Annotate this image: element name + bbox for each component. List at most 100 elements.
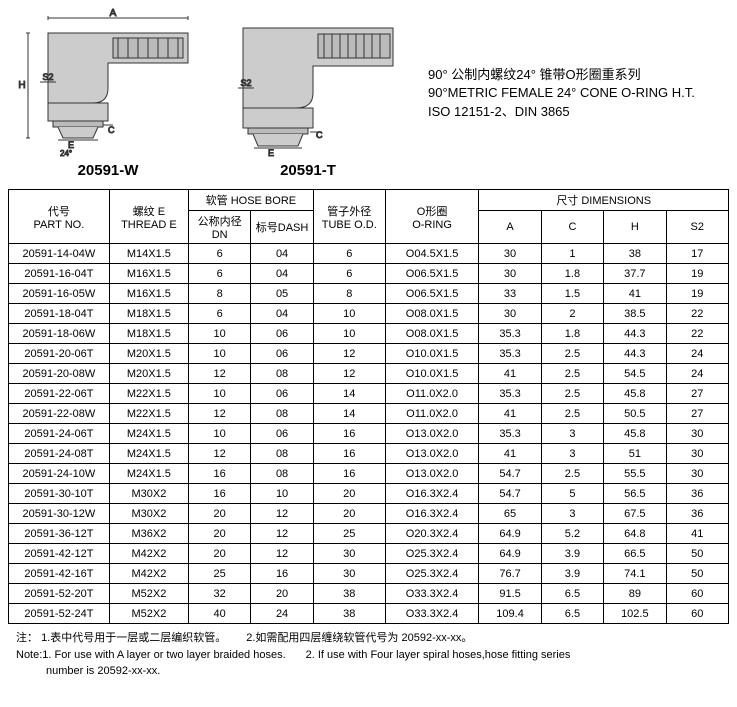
table-cell: 38 xyxy=(313,584,385,604)
table-cell: 20591-42-12T xyxy=(9,544,110,564)
table-cell: M24X1.5 xyxy=(109,424,188,444)
header-s2: S2 xyxy=(666,211,728,244)
table-cell: 16 xyxy=(251,564,313,584)
table-cell: 66.5 xyxy=(604,544,666,564)
table-cell: 12 xyxy=(188,444,250,464)
table-cell: 2.5 xyxy=(541,364,603,384)
table-cell: M20X1.5 xyxy=(109,364,188,384)
table-row: 20591-24-06TM24X1.5100616O13.0X2.035.334… xyxy=(9,424,729,444)
table-cell: 10 xyxy=(313,324,385,344)
table-cell: 41 xyxy=(479,364,541,384)
table-row: 20591-22-06TM22X1.5100614O11.0X2.035.32.… xyxy=(9,384,729,404)
table-cell: 20591-52-24T xyxy=(9,604,110,624)
table-row: 20591-22-08WM22X1.5120814O11.0X2.0412.55… xyxy=(9,404,729,424)
table-cell: 8 xyxy=(188,284,250,304)
table-cell: 19 xyxy=(666,264,728,284)
table-body: 20591-14-04WM14X1.56046O04.5X1.53013817 2… xyxy=(9,244,729,624)
table-cell: M18X1.5 xyxy=(109,304,188,324)
table-cell: 17 xyxy=(666,244,728,264)
svg-text:A: A xyxy=(110,8,117,19)
table-cell: O04.5X1.5 xyxy=(385,244,479,264)
table-row: 20591-36-12TM36X2201225O20.3X2.464.95.26… xyxy=(9,524,729,544)
table-cell: O13.0X2.0 xyxy=(385,444,479,464)
table-cell: 30 xyxy=(666,464,728,484)
table-row: 20591-30-12WM30X2201220O16.3X2.465367.53… xyxy=(9,504,729,524)
table-cell: 3 xyxy=(541,424,603,444)
table-cell: M30X2 xyxy=(109,484,188,504)
table-cell: O13.0X2.0 xyxy=(385,424,479,444)
table-row: 20591-42-16TM42X2251630O25.3X2.476.73.97… xyxy=(9,564,729,584)
table-cell: 6 xyxy=(188,304,250,324)
table-cell: 74.1 xyxy=(604,564,666,584)
table-row: 20591-20-06TM20X1.5100612O10.0X1.535.32.… xyxy=(9,344,729,364)
table-cell: 2 xyxy=(541,304,603,324)
table-cell: 06 xyxy=(251,344,313,364)
table-cell: O10.0X1.5 xyxy=(385,344,479,364)
table-cell: 41 xyxy=(604,284,666,304)
table-cell: 51 xyxy=(604,444,666,464)
table-cell: 12 xyxy=(251,524,313,544)
table-cell: 10 xyxy=(188,324,250,344)
table-cell: 33 xyxy=(479,284,541,304)
table-row: 20591-14-04WM14X1.56046O04.5X1.53013817 xyxy=(9,244,729,264)
table-cell: M52X2 xyxy=(109,604,188,624)
table-cell: 10 xyxy=(188,384,250,404)
table-cell: M16X1.5 xyxy=(109,264,188,284)
table-cell: O16.3X2.4 xyxy=(385,484,479,504)
table-cell: 12 xyxy=(188,404,250,424)
table-cell: 20 xyxy=(313,484,385,504)
table-cell: 38 xyxy=(604,244,666,264)
table-cell: 3 xyxy=(541,504,603,524)
table-row: 20591-52-20TM52X2322038O33.3X2.491.56.58… xyxy=(9,584,729,604)
table-cell: O25.3X2.4 xyxy=(385,564,479,584)
svg-text:E: E xyxy=(268,148,274,158)
table-cell: 20 xyxy=(188,544,250,564)
header-oring: O形圈 O-RING xyxy=(385,190,479,244)
table-cell: 20591-22-06T xyxy=(9,384,110,404)
table-cell: 2.5 xyxy=(541,404,603,424)
table-cell: 3 xyxy=(541,444,603,464)
table-cell: 08 xyxy=(251,444,313,464)
table-cell: 38 xyxy=(313,604,385,624)
fitting-diagram-w: A H S2 E C 24° xyxy=(18,8,198,158)
table-cell: 35.3 xyxy=(479,344,541,364)
fitting-diagram-t: S2 E C xyxy=(218,8,398,158)
table-cell: 12 xyxy=(251,504,313,524)
header-partno: 代号 PART NO. xyxy=(9,190,110,244)
table-cell: 45.8 xyxy=(604,424,666,444)
table-cell: 06 xyxy=(251,384,313,404)
table-cell: 6.5 xyxy=(541,604,603,624)
table-cell: M42X2 xyxy=(109,564,188,584)
table-cell: O11.0X2.0 xyxy=(385,404,479,424)
table-cell: 102.5 xyxy=(604,604,666,624)
table-cell: 67.5 xyxy=(604,504,666,524)
table-cell: 6 xyxy=(313,244,385,264)
table-row: 20591-24-10WM24X1.5160816O13.0X2.054.72.… xyxy=(9,464,729,484)
table-cell: 38.5 xyxy=(604,304,666,324)
table-cell: 1.8 xyxy=(541,324,603,344)
svg-text:C: C xyxy=(108,125,115,135)
table-cell: 27 xyxy=(666,404,728,424)
table-cell: 109.4 xyxy=(479,604,541,624)
table-cell: 41 xyxy=(666,524,728,544)
table-cell: 20591-20-08W xyxy=(9,364,110,384)
header-h: H xyxy=(604,211,666,244)
table-cell: 6.5 xyxy=(541,584,603,604)
header-tube: 管子外径 TUBE O.D. xyxy=(313,190,385,244)
table-cell: 40 xyxy=(188,604,250,624)
table-cell: 06 xyxy=(251,424,313,444)
table-cell: 35.3 xyxy=(479,424,541,444)
table-cell: 64.9 xyxy=(479,544,541,564)
table-cell: M52X2 xyxy=(109,584,188,604)
header-dn: 公称内径DN xyxy=(188,211,250,244)
table-cell: O20.3X2.4 xyxy=(385,524,479,544)
table-cell: 2.5 xyxy=(541,464,603,484)
table-cell: 45.8 xyxy=(604,384,666,404)
table-cell: 10 xyxy=(188,424,250,444)
header-thread: 螺纹 E THREAD E xyxy=(109,190,188,244)
table-cell: 41 xyxy=(479,404,541,424)
table-cell: M24X1.5 xyxy=(109,464,188,484)
table-row: 20591-18-04TM18X1.560410O08.0X1.530238.5… xyxy=(9,304,729,324)
table-cell: 60 xyxy=(666,584,728,604)
table-cell: 5.2 xyxy=(541,524,603,544)
